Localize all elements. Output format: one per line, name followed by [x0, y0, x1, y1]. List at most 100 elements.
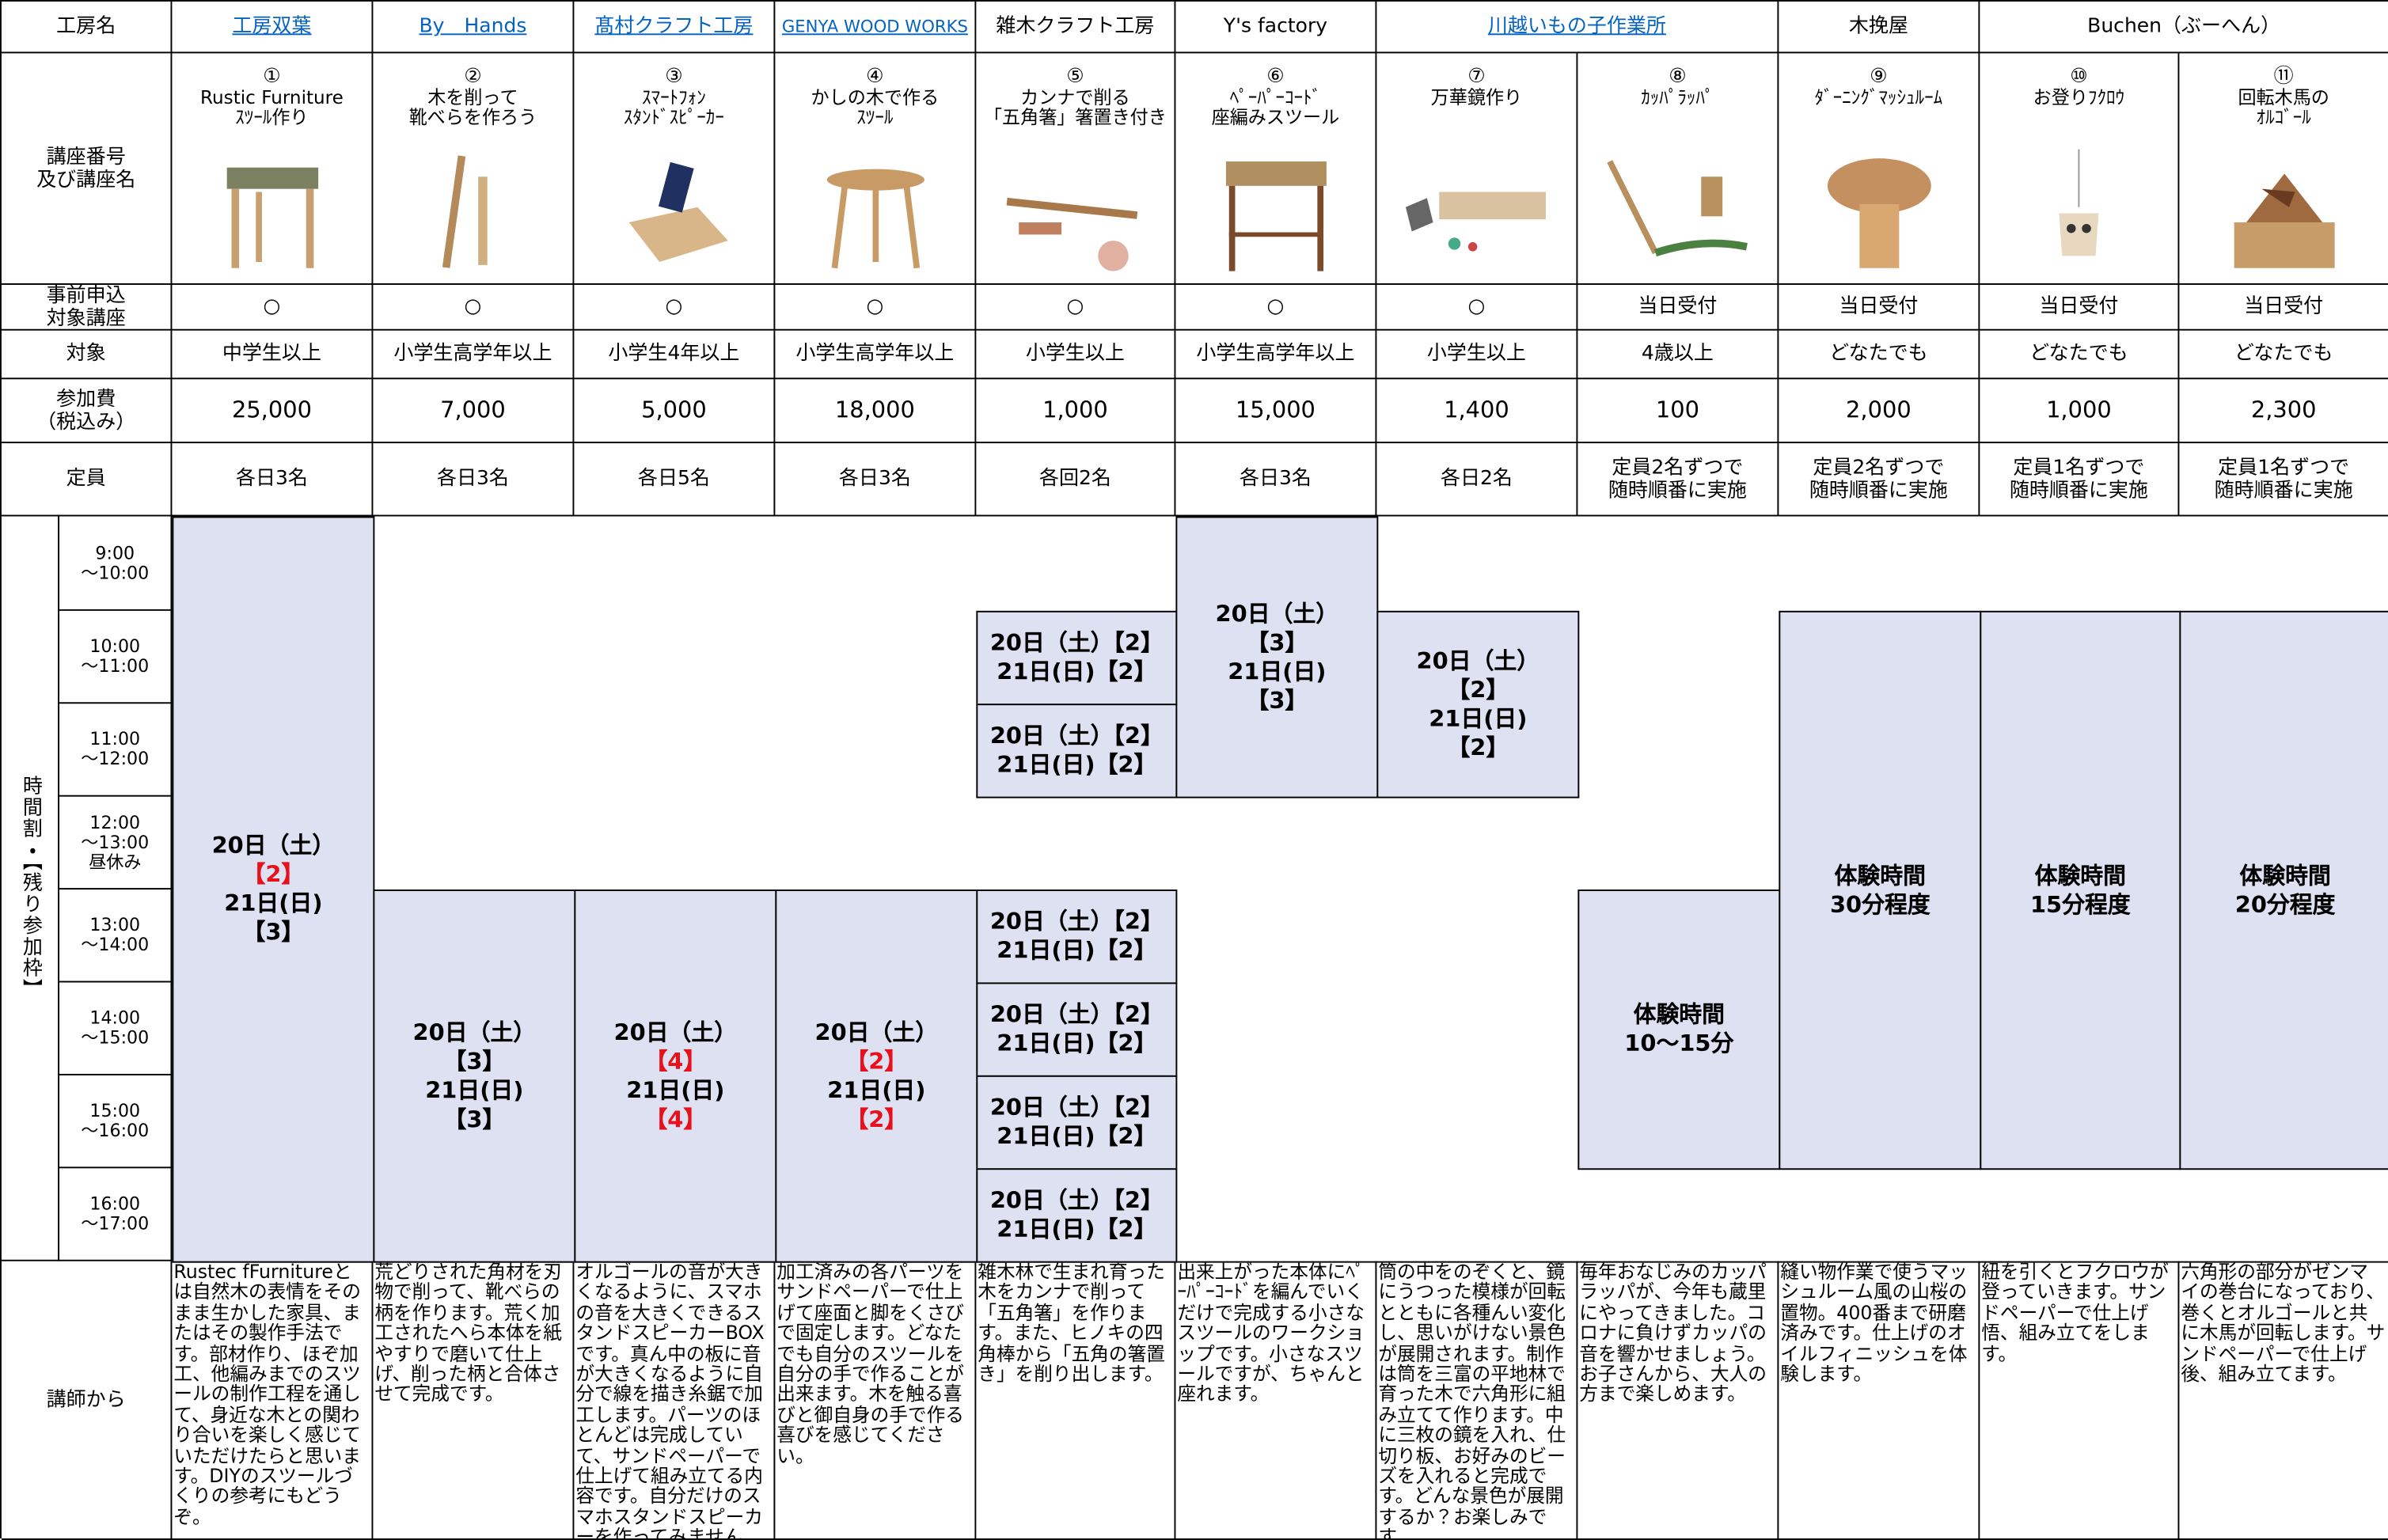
remaining-slots: 15分程度 [2029, 890, 2131, 918]
preregistration: ○ [976, 284, 1176, 331]
course-photo-area [1795, 146, 1963, 283]
preregistration: 当日受付 [1577, 284, 1779, 331]
remaining-slots: 【2】 [242, 860, 305, 889]
time-block: 20日（土）【2】21日(日)【2】 [976, 982, 1178, 1077]
course-number: ③ [665, 65, 683, 89]
time-slot: 11:00 ～12:00 [59, 704, 173, 797]
remaining-slots: 21日(日) [827, 1075, 926, 1104]
course-name: Rustic Furniture ｽﾂｰﾙ作り [200, 86, 344, 128]
course-photo [826, 169, 924, 269]
course-photo-area [992, 146, 1160, 283]
row-label: 講座番号 及び講座名 [1, 53, 173, 285]
capacity: 各日3名 [775, 443, 977, 517]
studio-name: Buchen（ぶーへん） [1980, 2, 2388, 54]
studio-name: 工房双葉 [172, 1, 374, 54]
studio-name-text[interactable]: By Hands [419, 15, 527, 39]
course-number: ⑩ [2070, 65, 2088, 89]
course-title: ⑤ カンナで削る 「五角箸」箸置き付き [976, 53, 1176, 285]
remaining-slots: 20日（土）【2】 [989, 722, 1164, 749]
target: 中学生以上 [172, 330, 374, 380]
time-block: 体験時間 30分程度 [1779, 610, 1982, 1170]
time-slot: 13:00 ～14:00 [59, 889, 173, 983]
course-name: 万華鏡作り [1430, 86, 1523, 108]
fee: 18,000 [775, 379, 977, 444]
course-photo [1404, 192, 1546, 252]
course-name: ｶｯﾊﾟﾗｯﾊﾟ [1641, 86, 1714, 108]
studio-name: 木挽屋 [1779, 1, 1980, 54]
remaining-slots: 21日(日) [626, 1075, 725, 1104]
instructor-message: 紐を引くとフクロウが登っていきます。サンドペーパーで仕上げ悟、組み立てをします。 [1980, 1261, 2180, 1540]
time-block: 20日（土）【2】21日(日)【2】 [976, 1168, 1178, 1263]
fee: 1,000 [1980, 379, 2180, 444]
remaining-slots: 【2】 [845, 1047, 908, 1075]
capacity: 各日3名 [373, 443, 575, 517]
remaining-slots: 【3】 [443, 1047, 506, 1075]
fee: 7,000 [373, 379, 575, 444]
capacity: 各回2名 [976, 443, 1176, 517]
remaining-slots: 21日(日) [224, 889, 323, 917]
course-name: カンナで削る 「五角箸」箸置き付き [983, 86, 1167, 128]
course-name: ﾀﾞｰﾆﾝｸﾞﾏｯｼｭﾙｰﾑ [1814, 86, 1943, 108]
time-block: 体験時間 15分程度 [1980, 610, 2181, 1170]
studio-name: Y's factory [1175, 1, 1377, 54]
time-slot: 10:00 ～11:00 [59, 610, 173, 704]
row-label: 対象 [1, 330, 173, 380]
remaining-slots: 21日(日)【2】 [997, 936, 1157, 965]
course-photo-area [2200, 146, 2367, 283]
remaining-slots: 【4】 [644, 1047, 707, 1075]
studio-name: 川越いもの子作業所 [1376, 1, 1779, 54]
remaining-slots: 20日（土） [1215, 599, 1339, 628]
remaining-slots: 21日(日)【2】 [997, 750, 1157, 779]
course-photo [441, 155, 487, 268]
time-block: 20日（土）【2】21日(日)【2】 [976, 1075, 1178, 1170]
course-title: ⑦ 万華鏡作り [1376, 53, 1578, 285]
course-number: ④ [866, 65, 884, 89]
studio-name-text: 木挽屋 [1848, 15, 1908, 39]
course-title: ⑪ 回転木馬の ｵﾙｺﾞｰﾙ [2179, 53, 2388, 285]
time-block: 20日（土） 【3】 21日(日) 【3】 [1175, 516, 1379, 798]
studio-name-text: Y's factory [1223, 15, 1328, 39]
course-photo [226, 167, 318, 268]
studio-name-text[interactable]: GENYA WOOD WORKS [781, 17, 968, 37]
course-photo-area [1594, 146, 1762, 283]
course-photo [2059, 149, 2099, 256]
row-label: 事前申込 対象講座 [1, 284, 173, 331]
remaining-slots: 【3】 [1246, 686, 1308, 714]
course-photo-area [590, 146, 758, 283]
remaining-slots: 20日（土）【2】 [989, 1186, 1164, 1215]
course-number: ② [464, 65, 482, 89]
course-name: 木を削って 靴べらを作ろう [408, 86, 537, 128]
time-slot: 15:00 ～16:00 [59, 1075, 173, 1169]
preregistration: ○ [172, 284, 374, 331]
remaining-slots: 20日（土） [613, 1018, 738, 1046]
remaining-slots: 30分程度 [1829, 890, 1931, 918]
studio-name-text[interactable]: 髙村クラフト工房 [594, 15, 754, 39]
time-slot: 16:00 ～17:00 [59, 1168, 173, 1261]
remaining-slots: 21日(日)【2】 [997, 1122, 1157, 1151]
fee: 2,000 [1779, 379, 1980, 444]
time-slot: 12:00 ～13:00 昼休み [59, 796, 173, 890]
target: どなたでも [2179, 331, 2388, 380]
instructor-message: Rustec fFurnitureとは自然木の表情をそのまま生かした家具、または… [172, 1261, 374, 1540]
target: 小学生以上 [1376, 330, 1578, 380]
time-block: 体験時間 10～15分 [1577, 889, 1781, 1170]
instructor-message: 六角形の部分がゼンマイの巻台になっており、巻くとオルゴールと共に木馬が回転します… [2179, 1261, 2388, 1540]
fee: 25,000 [172, 379, 374, 444]
course-title: ⑨ ﾀﾞｰﾆﾝｸﾞﾏｯｼｭﾙｰﾑ [1779, 53, 1980, 285]
studio-name-text[interactable]: 川越いもの子作業所 [1487, 15, 1666, 39]
instructor-message: 荒どりされた角材を刃物で削って、靴べらの柄を作ります。荒く加工されたへら本体を紙… [373, 1261, 575, 1540]
preregistration: 当日受付 [2179, 285, 2388, 331]
studio-name-text[interactable]: 工房双葉 [232, 15, 312, 39]
row-label: 講師から [1, 1261, 173, 1540]
studio-name: 雑木クラフト工房 [976, 1, 1176, 54]
remaining-slots: 【3】 [242, 918, 305, 946]
target: 4歳以上 [1577, 330, 1779, 380]
course-photo [1006, 197, 1138, 271]
course-name: かしの木で作る ｽﾂｰﾙ [811, 86, 940, 128]
studio-name-text: 雑木クラフト工房 [996, 15, 1155, 39]
course-photo-area [1192, 146, 1360, 283]
time-block: 20日（土） 【4】 21日(日) 【4】 [574, 889, 777, 1263]
course-photo [1224, 161, 1326, 271]
